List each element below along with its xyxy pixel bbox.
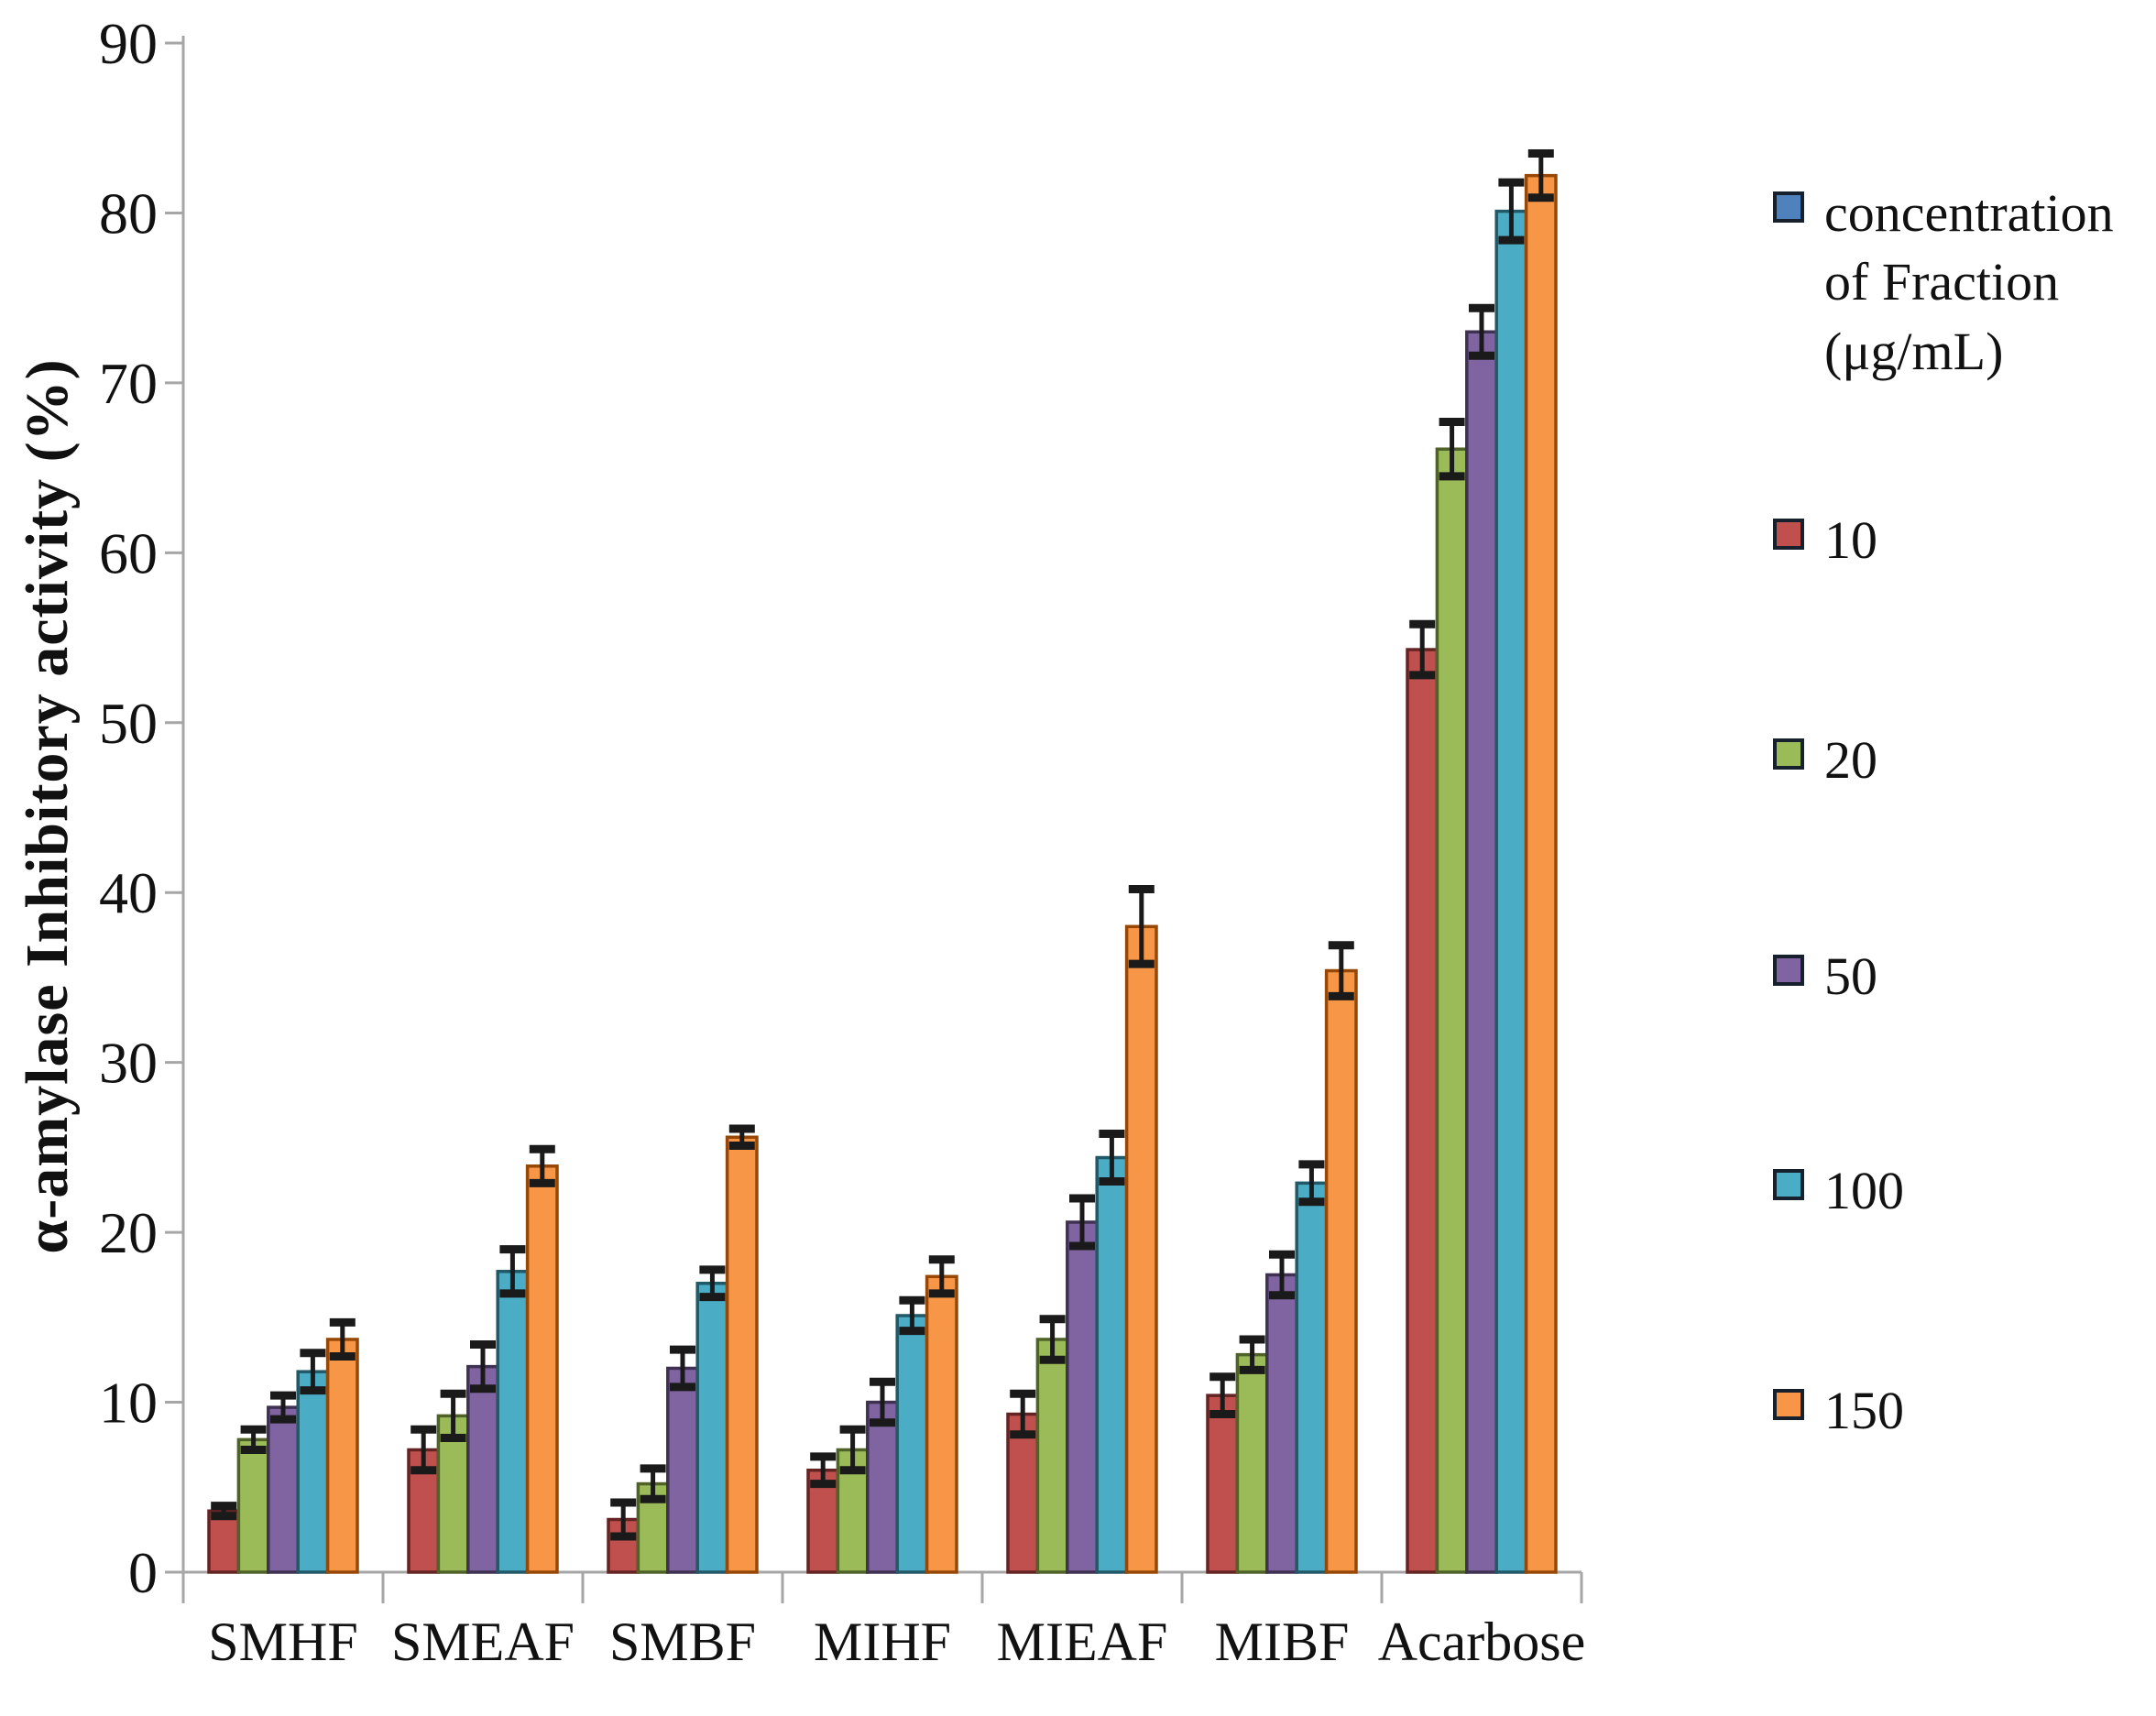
bar-SMEAF-150 (525, 1164, 559, 1574)
legend-label: 50 (1824, 946, 1877, 1006)
bar-SMHF-100 (296, 1370, 330, 1574)
bar-MIEAF-20 (1035, 1338, 1069, 1574)
bar-MIEAF-10 (1006, 1412, 1040, 1574)
legend-swatch-icon (1773, 519, 1804, 550)
bar-MIEAF-50 (1066, 1220, 1099, 1574)
y-tick-label: 70 (99, 351, 158, 416)
bar-SMHF-20 (236, 1437, 270, 1574)
legend-label: 20 (1824, 730, 1877, 790)
legend-item: 100 (1773, 1156, 2136, 1225)
bar-MIEAF-150 (1124, 924, 1158, 1574)
bar-SMEAF-100 (496, 1270, 530, 1574)
legend-swatch-icon (1773, 1389, 1804, 1420)
bar-SMBF-50 (666, 1366, 699, 1574)
legend-swatch-icon (1773, 738, 1804, 770)
legend-label: concentration of Fraction (μg/mL) (1824, 183, 2114, 381)
y-tick-label: 50 (99, 691, 158, 756)
legend-item: 20 (1773, 726, 2136, 794)
x-category-label: Acarbose (1378, 1612, 1586, 1672)
legend-swatch-icon (1773, 955, 1804, 986)
bar-Acarbose-50 (1465, 330, 1498, 1574)
y-tick-label: 10 (99, 1371, 158, 1436)
bar-Acarbose-150 (1524, 173, 1558, 1574)
bar-MIHF-150 (925, 1274, 958, 1574)
legend-label: 10 (1824, 510, 1877, 570)
bar-MIEAF-100 (1095, 1155, 1129, 1574)
bar-MIBF-10 (1206, 1394, 1240, 1574)
bar-SMHF-50 (267, 1405, 300, 1574)
legend-item: 50 (1773, 942, 2136, 1011)
legend-item: 150 (1773, 1376, 2136, 1445)
y-tick-label: 90 (99, 11, 158, 76)
y-tick-label: 40 (99, 860, 158, 925)
x-category-label: SMHF (208, 1612, 357, 1672)
y-tick-label: 80 (99, 180, 158, 246)
y-tick-label: 30 (99, 1031, 158, 1096)
bar-Acarbose-20 (1435, 447, 1469, 1574)
bar-SMBF-100 (695, 1281, 729, 1574)
x-category-label: MIHF (814, 1612, 951, 1672)
x-category-label: MIBF (1215, 1612, 1350, 1672)
bar-MIBF-100 (1295, 1181, 1329, 1574)
bar-SMHF-150 (325, 1338, 359, 1574)
y-tick-label: 60 (99, 520, 158, 585)
y-axis-title: α-amylase Inhibitory activity (%) (14, 358, 81, 1254)
x-category-label: SMEAF (391, 1612, 575, 1672)
legend-swatch-icon (1773, 1169, 1804, 1200)
bar-Acarbose-10 (1406, 648, 1439, 1574)
legend-label: 150 (1824, 1381, 1904, 1440)
bar-MIHF-50 (866, 1400, 899, 1574)
legend-label: 100 (1824, 1161, 1904, 1220)
x-category-label: SMBF (609, 1612, 756, 1672)
bar-MIBF-150 (1324, 968, 1358, 1574)
y-tick-label: 0 (128, 1540, 158, 1605)
y-tick-label: 20 (99, 1200, 158, 1265)
bar-MIHF-100 (895, 1314, 929, 1574)
bar-MIBF-20 (1235, 1352, 1269, 1574)
legend-swatch-icon (1773, 191, 1804, 223)
bar-MIBF-50 (1265, 1273, 1298, 1574)
bar-Acarbose-100 (1494, 209, 1528, 1574)
legend-item: concentration of Fraction (μg/mL) (1773, 179, 2136, 386)
bar-SMBF-150 (725, 1135, 759, 1574)
x-category-label: MIEAF (997, 1612, 1168, 1672)
legend-item: 10 (1773, 506, 2136, 574)
bar-SMEAF-50 (466, 1364, 499, 1574)
